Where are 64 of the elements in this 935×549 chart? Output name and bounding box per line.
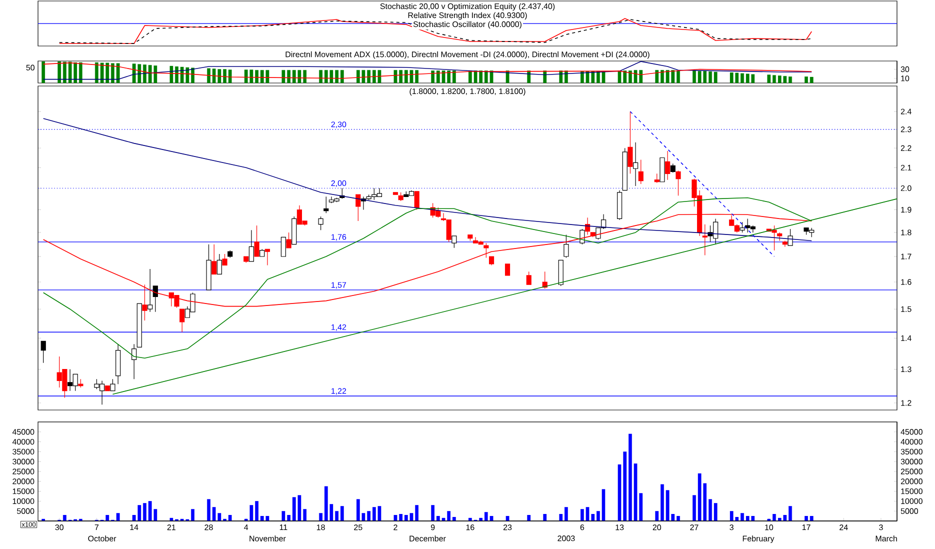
y-tick-label: 1.9: [901, 206, 912, 213]
x-tick-label: 11: [280, 524, 288, 530]
y-tick-label: 2.2: [900, 145, 912, 151]
y-tick-label: 2.4: [900, 108, 912, 114]
x-tick-label: 14: [130, 524, 138, 530]
ref-line-label: 2,00: [331, 180, 346, 187]
x2-tick-label: 2003: [558, 536, 575, 542]
ref-line-label: 1,76: [331, 234, 346, 241]
x-tick-label: 13: [616, 524, 624, 530]
x-tick-label: 4: [244, 524, 248, 530]
x-tick-label: 6: [580, 524, 584, 530]
x-tick-label: 16: [466, 524, 474, 530]
annotation: Stochastic Oscillator (40.0000): [413, 21, 522, 29]
x-tick-label: 7: [94, 524, 99, 530]
y-tick-label: 25000: [12, 468, 34, 474]
x-tick-label: 27: [690, 524, 698, 530]
y-tick-label: 1.7: [901, 254, 912, 260]
x-tick-label: 24: [840, 524, 848, 530]
x-tick-label: 3: [879, 524, 883, 530]
y-tick-label: 1.4: [901, 335, 912, 341]
y-tick-label: 1.5: [901, 306, 912, 312]
y2-tick-label: 10: [901, 76, 910, 82]
x-tick-label: 17: [802, 524, 810, 530]
text: 50: [26, 64, 34, 70]
y-tick-label: 30000: [12, 458, 34, 464]
x-tick-label: 20: [652, 524, 662, 530]
x-tick-label: 25: [354, 524, 362, 530]
y-tick-label: 15000: [12, 488, 34, 494]
y-tick-label: 1.8: [901, 230, 912, 236]
ref-line-label: 2,30: [331, 122, 346, 128]
x-tick-label: 3: [730, 524, 734, 530]
chart-title: (1.8000, 1.8200, 1.7800, 1.8100): [410, 88, 526, 96]
ref-line-label: 1,22: [331, 388, 346, 395]
chart-title: Stochastic 20,00 v Optimization Equity (2.437,40): [380, 3, 555, 11]
y-tick-label: 2.1: [900, 164, 912, 170]
x-tick-label: 23: [503, 524, 512, 530]
x-tick-label: 28: [204, 524, 213, 530]
x2-tick-label: November: [250, 536, 286, 542]
y-tick-label: 45000: [12, 429, 34, 435]
y-tick-label: 2.3: [900, 126, 912, 132]
x-tick-label: 9: [430, 524, 435, 530]
y-tick-label: 35000: [12, 448, 34, 455]
x-tick-label: 18: [316, 524, 325, 530]
chart-subtitle: Relative Strength Index (40.9300): [408, 12, 527, 20]
x-tick-label: 10: [765, 524, 774, 530]
y-tick-label: 1.2: [901, 400, 912, 406]
y-tick-label: 1.3: [901, 366, 912, 372]
x2-tick-label: March: [876, 536, 897, 542]
y-tick-label: 5000: [16, 508, 34, 514]
x2-tick-label: October: [88, 536, 116, 542]
y-tick-label: 20000: [12, 478, 34, 484]
y-tick-label: 10000: [12, 498, 34, 504]
x-tick-label: 21: [167, 524, 176, 530]
y2-tick-label: 30: [900, 66, 910, 72]
x-tick-label: 30: [55, 524, 64, 530]
ref-line-label: 1,57: [331, 282, 346, 289]
y-tick-label: 2.0: [900, 185, 912, 192]
x2-tick-label: December: [410, 536, 446, 542]
ref-line-label: 1,42: [331, 324, 346, 331]
chart-title: Directnl Movement ADX (15.0000), Directnl Movement -DI (24.0000), Directnl Movement +DI (24.0000): [286, 51, 650, 59]
x-tick-label: 2: [394, 524, 398, 530]
y-tick-label: 40000: [12, 438, 34, 445]
y-tick-label: 1.6: [901, 279, 912, 285]
x2-tick-label: February: [742, 536, 774, 543]
